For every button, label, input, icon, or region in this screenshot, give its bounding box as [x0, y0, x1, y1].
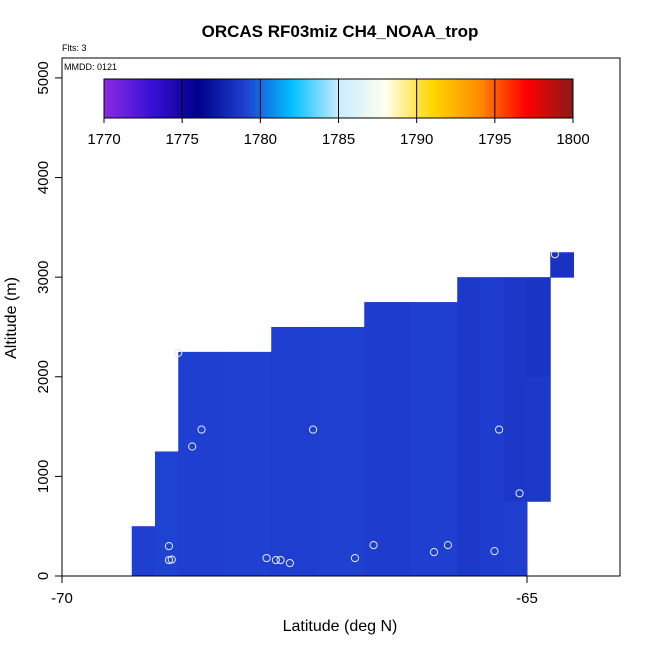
observation-point: [276, 555, 285, 565]
x-tick-label: -70: [51, 590, 73, 607]
y-tick-label: 5000: [35, 61, 52, 94]
observation-point: [309, 425, 318, 434]
heatmap-cell: [503, 501, 528, 577]
x-tick-label: -65: [516, 590, 538, 607]
colorbar-tick-label: 1780: [244, 131, 277, 148]
heatmap-cell: [271, 326, 319, 577]
heatmap-cell: [224, 351, 272, 577]
observation-point: [550, 250, 560, 259]
heatmap-cell: [527, 376, 551, 502]
observation-point: [285, 558, 294, 568]
y-axis-label: Altitude (m): [3, 277, 20, 359]
heatmap-cell: [527, 277, 551, 378]
x-axis: -70 -65: [51, 576, 538, 607]
observation-point: [164, 542, 174, 551]
observation-point: [167, 555, 176, 564]
colorbar-tick-label: 1795: [478, 131, 511, 148]
observation-point: [164, 555, 174, 565]
heatmap-cell: [503, 277, 528, 502]
heatmap-cell: [550, 252, 574, 278]
flights-note: Flts: 3: [62, 43, 87, 53]
observation-point: [429, 547, 439, 557]
heatmap-cell: [457, 277, 481, 577]
colorbar-tick-label: 1785: [322, 131, 355, 148]
heatmap-cell: [480, 277, 505, 577]
x-axis-label: Latitude (deg N): [283, 618, 398, 635]
chart-title: ORCAS RF03miz CH4_NOAA_trop: [202, 22, 479, 41]
heatmap-cell: [178, 351, 226, 577]
observation-points: [164, 250, 560, 568]
y-tick-label: 2000: [35, 360, 52, 393]
observation-point: [271, 555, 280, 565]
observation-point: [495, 425, 504, 434]
observation-point: [197, 425, 206, 434]
colorbar-tick-label: 1790: [400, 131, 433, 148]
plot-area-frame: [61, 57, 621, 577]
heatmap-cell: [364, 302, 412, 577]
y-tick-label: 3000: [35, 260, 52, 293]
heatmap-cell: [131, 526, 156, 577]
colorbar: 1770 1775 1780 1785 1790 1795 1800: [87, 78, 590, 148]
observation-point: [515, 489, 524, 498]
colorbar-tick-label: 1775: [165, 131, 198, 148]
observation-point: [369, 541, 378, 550]
heatmap-cell: [317, 326, 365, 577]
y-tick-label: 4000: [35, 161, 52, 194]
heatmap-cell: [410, 302, 458, 577]
observation-point: [188, 442, 197, 451]
colorbar-tick-label: 1800: [556, 131, 589, 148]
colorbar-tick-label: 1770: [87, 131, 120, 148]
date-note: MMDD: 0121: [64, 62, 117, 72]
heatmap-cells: [131, 252, 574, 577]
y-axis: 0 1000 2000 3000 4000 5000: [35, 61, 62, 580]
observation-point: [490, 546, 499, 556]
y-tick-label: 0: [35, 572, 52, 580]
observation-point: [262, 553, 271, 563]
y-tick-label: 1000: [35, 460, 52, 493]
observation-point: [443, 541, 453, 550]
observation-point: [174, 348, 183, 357]
observation-point: [350, 553, 360, 563]
